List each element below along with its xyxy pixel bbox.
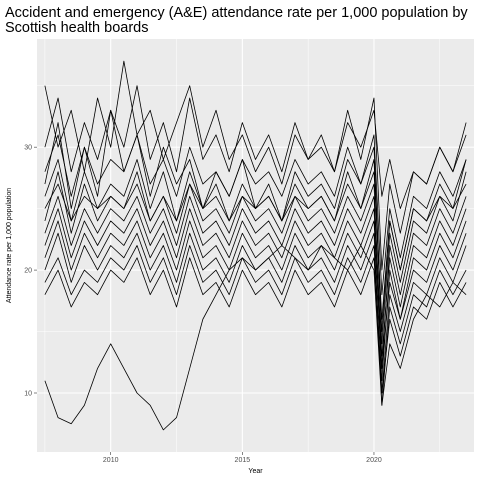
series-line-10 bbox=[44, 220, 467, 369]
series-line-12 bbox=[44, 257, 467, 394]
series-line-6 bbox=[44, 232, 467, 394]
series-line-11 bbox=[44, 85, 467, 271]
series-line-5 bbox=[44, 208, 467, 382]
y-axis: 10 20 30 bbox=[24, 145, 37, 398]
y-axis-label: Attendance rate per 1,000 population bbox=[6, 188, 13, 303]
series-lines bbox=[44, 60, 467, 431]
x-axis: 2010 2015 2020 bbox=[103, 452, 382, 464]
series-line-7 bbox=[44, 245, 467, 406]
x-tick-label: 2020 bbox=[366, 457, 382, 464]
x-tick-label: 2010 bbox=[103, 457, 119, 464]
series-line-2 bbox=[44, 60, 467, 210]
series-line-14 bbox=[44, 134, 467, 296]
y-tick-label: 20 bbox=[24, 268, 32, 275]
y-tick-label: 10 bbox=[24, 391, 32, 398]
series-line-9 bbox=[44, 195, 467, 357]
x-axis-label: Year bbox=[248, 468, 263, 475]
x-tick-label: 2015 bbox=[235, 457, 251, 464]
chart-title-line-1: Accident and emergency (A&E) attendance … bbox=[5, 5, 468, 21]
series-line-13 bbox=[44, 171, 467, 320]
y-tick-label: 30 bbox=[24, 145, 32, 152]
chart-title-line-2: Scottish health boards bbox=[5, 20, 148, 36]
